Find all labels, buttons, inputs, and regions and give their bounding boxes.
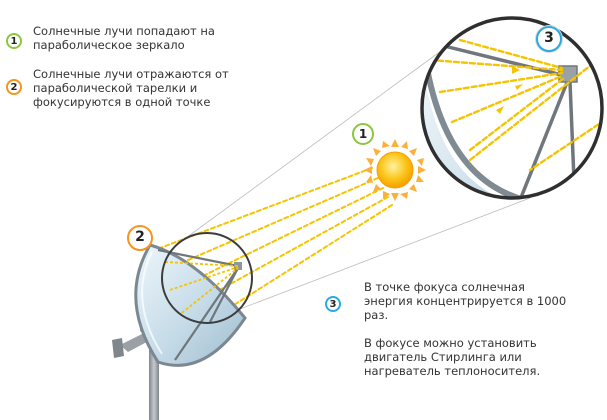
step-1-badge: 1 <box>6 33 22 49</box>
step-3-badge: 3 <box>325 296 341 312</box>
sun-icon <box>364 139 426 201</box>
step-2-caption: Солнечные лучи отражаются от параболичес… <box>33 67 229 109</box>
step-1-badge-diagram: 1 <box>352 123 374 145</box>
focus-highlight-circle <box>161 232 253 324</box>
magnified-focus-view <box>420 16 604 200</box>
step-3-caption: В точке фокуса солнечная энергия концент… <box>364 280 567 378</box>
reflected-rays-small <box>164 261 239 317</box>
zoom-connector-lines <box>174 47 531 310</box>
step-3-badge-diagram: 3 <box>536 26 562 52</box>
incoming-sun-rays <box>159 167 393 335</box>
step-2-badge-diagram: 2 <box>127 225 153 251</box>
step-2-badge: 2 <box>6 79 22 95</box>
step-1-caption: Солнечные лучи попадают на параболическо… <box>33 24 215 52</box>
